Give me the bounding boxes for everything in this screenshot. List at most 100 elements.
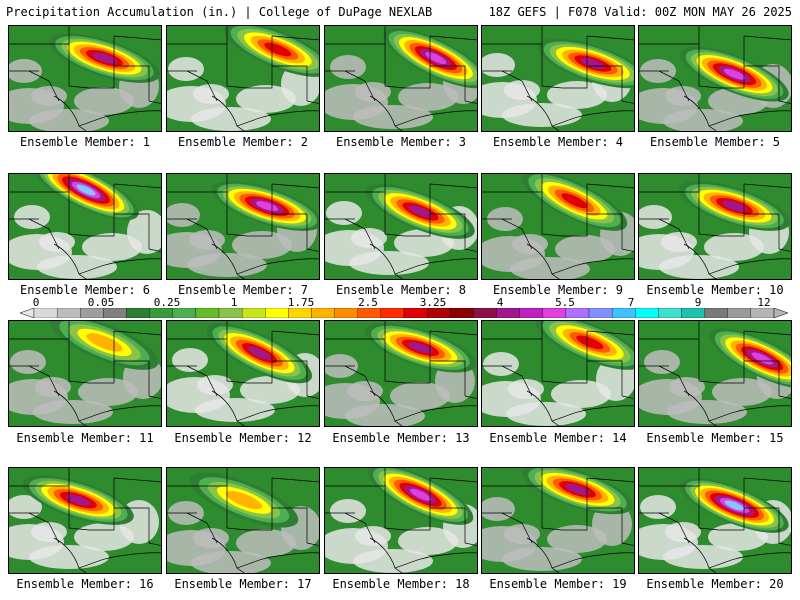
state-border xyxy=(113,35,161,41)
ensemble-member-label: Ensemble Member: 18 xyxy=(332,577,470,591)
state-border xyxy=(271,330,319,336)
low-precip-area xyxy=(508,379,544,399)
ensemble-member-map xyxy=(638,467,792,574)
state-border xyxy=(114,65,150,101)
ensemble-member-label: Ensemble Member: 5 xyxy=(649,135,781,149)
state-border xyxy=(698,192,720,237)
low-precip-area xyxy=(29,545,109,569)
low-precip-area xyxy=(502,547,582,571)
colorbar-swatch xyxy=(334,308,358,318)
low-precip-area xyxy=(639,205,672,229)
colorbar-max-arrow xyxy=(773,308,788,318)
state-border xyxy=(344,512,376,544)
state-border xyxy=(698,44,720,89)
state-border xyxy=(186,365,218,397)
state-border xyxy=(778,395,791,399)
ensemble-member-map xyxy=(481,173,635,280)
state-border xyxy=(430,507,466,543)
state-border xyxy=(744,65,780,101)
ensemble-member-label: Ensemble Member: 3 xyxy=(335,135,467,149)
state-border xyxy=(429,35,477,41)
state-border xyxy=(236,110,319,127)
precip-contour xyxy=(408,342,433,354)
state-border xyxy=(394,405,477,422)
state-border xyxy=(464,248,477,252)
precip-contour xyxy=(751,352,773,365)
state-border xyxy=(89,478,115,531)
colorbar-swatch xyxy=(565,308,590,318)
low-precip-area xyxy=(398,83,458,111)
ensemble-member-label: Ensemble Member: 20 xyxy=(646,577,784,591)
state-border xyxy=(430,65,466,101)
precip-contour xyxy=(408,205,433,218)
ensemble-member-map xyxy=(8,320,162,427)
low-precip-area xyxy=(14,205,50,229)
ensemble-member-map xyxy=(8,173,162,280)
colorbar-swatch xyxy=(241,308,266,318)
low-precip-area xyxy=(502,103,582,127)
state-border xyxy=(621,248,634,252)
precip-colorbar xyxy=(20,308,788,318)
ensemble-member-map xyxy=(638,320,792,427)
state-border xyxy=(429,477,477,483)
ensemble-member-label: Ensemble Member: 2 xyxy=(177,135,309,149)
low-precip-area xyxy=(197,375,233,395)
state-border xyxy=(148,100,161,104)
low-precip-area xyxy=(547,525,607,553)
state-border xyxy=(587,65,623,101)
state-border xyxy=(394,110,477,127)
state-border xyxy=(708,552,791,569)
low-precip-area xyxy=(667,400,747,424)
state-border xyxy=(89,184,115,237)
colorbar-swatch xyxy=(473,308,497,318)
precip-contour xyxy=(409,488,432,501)
state-border xyxy=(744,360,780,396)
ensemble-member-label: Ensemble Member: 16 xyxy=(16,577,154,591)
low-precip-area xyxy=(669,377,705,397)
state-border xyxy=(113,330,161,336)
state-border xyxy=(621,542,634,546)
state-border xyxy=(186,70,218,102)
state-border xyxy=(186,512,218,544)
state-border xyxy=(708,258,791,275)
state-border xyxy=(541,486,563,531)
colorbar-tick-label: 5.5 xyxy=(555,296,575,309)
state-border xyxy=(113,183,161,189)
state-border xyxy=(384,339,406,384)
state-border xyxy=(551,405,634,422)
colorbar-swatch xyxy=(149,308,173,318)
low-precip-area xyxy=(31,86,67,106)
low-precip-area xyxy=(35,377,71,397)
state-border xyxy=(621,395,634,399)
low-precip-area xyxy=(168,57,204,81)
precip-contour xyxy=(723,68,746,80)
state-border xyxy=(247,331,273,384)
state-border xyxy=(743,35,791,41)
state-border xyxy=(587,360,623,396)
colorbar-swatch xyxy=(750,308,775,318)
low-precip-area xyxy=(504,524,540,544)
state-border xyxy=(306,542,319,546)
low-precip-area xyxy=(330,55,366,79)
state-border xyxy=(78,405,161,422)
low-precip-area xyxy=(232,231,292,259)
low-precip-area xyxy=(10,350,46,374)
colorbar-swatch xyxy=(727,308,752,318)
state-border xyxy=(621,100,634,104)
low-precip-area xyxy=(712,378,772,406)
state-border xyxy=(113,477,161,483)
state-border xyxy=(429,330,477,336)
low-precip-area xyxy=(37,255,117,279)
low-precip-area xyxy=(506,402,586,426)
state-border xyxy=(743,477,791,483)
state-border xyxy=(541,44,563,89)
colorbar-swatch xyxy=(218,308,243,318)
state-border xyxy=(226,44,248,89)
state-border xyxy=(743,330,791,336)
state-border xyxy=(464,542,477,546)
state-border xyxy=(658,512,690,544)
ensemble-member-map xyxy=(166,320,320,427)
colorbar-tick-label: 3.25 xyxy=(419,296,447,309)
state-border xyxy=(586,477,634,483)
state-border xyxy=(28,218,60,250)
